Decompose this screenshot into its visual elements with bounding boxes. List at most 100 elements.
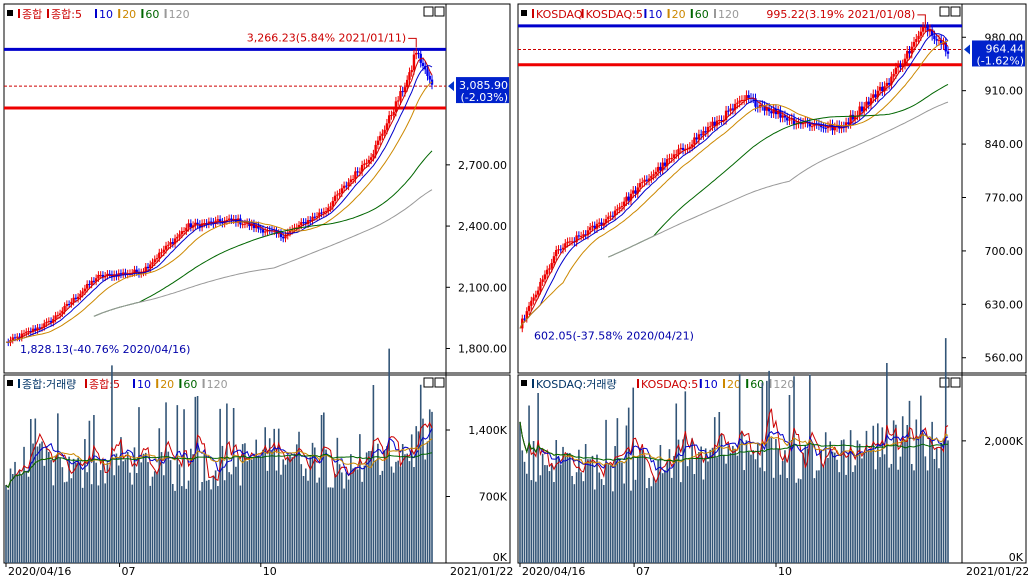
candle-body — [333, 195, 337, 202]
candle-body — [92, 280, 96, 282]
candle-body — [844, 122, 848, 128]
candle-body — [539, 281, 542, 291]
candle-body — [552, 256, 556, 263]
candle-body — [187, 223, 190, 228]
volume-legend-item: 60 — [750, 378, 764, 391]
volume-legend-swatch — [637, 379, 639, 388]
candle-body — [715, 120, 719, 126]
price-close-button[interactable] — [950, 6, 961, 17]
candle-body — [577, 235, 581, 237]
price-maximize-button[interactable] — [423, 6, 434, 17]
candle-body — [559, 249, 562, 251]
volume-legend-item: 종합:5 — [89, 378, 120, 391]
y-tick-label: 630.00 — [985, 298, 1024, 311]
x-tick-label: 07 — [636, 565, 650, 578]
candle-body — [874, 94, 877, 98]
candle-body — [677, 149, 680, 155]
candle-body — [282, 237, 285, 239]
volume-close-button[interactable] — [434, 377, 445, 388]
candle-body — [634, 190, 637, 194]
price-close-button[interactable] — [434, 6, 445, 17]
volume-ma-5-line — [5, 421, 433, 489]
candle-body — [604, 219, 608, 223]
candle-body — [367, 159, 371, 163]
candle-body — [860, 106, 864, 112]
volume-panel-frame — [3, 374, 511, 564]
ma-5-line — [519, 28, 949, 329]
low-label: 1,828.13(-40.76% 2020/04/16) — [20, 343, 190, 356]
candle-body — [225, 219, 229, 221]
candle-body — [385, 123, 389, 130]
candle-body — [921, 27, 925, 32]
current-price-pointer — [448, 81, 454, 92]
candle-body — [656, 166, 660, 172]
volume-legend-item: 종합:거래량 — [22, 378, 76, 391]
candle-body — [720, 119, 723, 121]
price-legend-item: 종합 — [22, 8, 42, 21]
candle-body — [740, 99, 744, 101]
price-maximize-button[interactable] — [939, 6, 950, 17]
candle-body — [792, 118, 796, 125]
candle-body — [119, 273, 123, 275]
candle-body — [618, 207, 621, 209]
candle-body — [636, 187, 639, 194]
candle-body — [295, 227, 298, 229]
candle-body — [160, 252, 163, 254]
candle-body — [54, 315, 57, 319]
candle-body — [899, 65, 902, 68]
candle-body — [83, 288, 87, 292]
candle-body — [108, 273, 111, 275]
price-legend-swatch — [690, 9, 693, 18]
volume-legend-item: KOSDAQ:5 — [641, 378, 698, 391]
volume-close-button[interactable] — [950, 377, 961, 388]
candle-body — [589, 227, 592, 231]
candle-body — [781, 115, 784, 118]
candle-body — [76, 296, 80, 299]
candle-body — [851, 114, 855, 120]
candle-body — [415, 52, 418, 55]
candle-body — [408, 72, 411, 80]
candle-body — [40, 327, 44, 329]
volume-maximize-button[interactable] — [423, 377, 434, 388]
candles — [521, 21, 950, 333]
candle-body — [363, 163, 366, 165]
candle-body — [718, 119, 721, 121]
candle-body — [259, 228, 262, 230]
candle-body — [908, 50, 911, 54]
candle-body — [309, 220, 312, 222]
candle-body — [340, 188, 344, 193]
candle-body — [885, 82, 889, 87]
volume-legend-swatch — [723, 379, 725, 388]
candle-body — [847, 122, 850, 125]
volume-legend-swatch — [156, 379, 159, 388]
x-tick-label: 10 — [263, 565, 277, 578]
vol-tick-label: 2,000K — [984, 435, 1023, 448]
volume-legend-swatch — [746, 379, 749, 388]
candles — [7, 48, 434, 347]
current-change-text: (-2.03%) — [461, 91, 509, 104]
candle-body — [810, 126, 814, 128]
candle-body — [654, 171, 658, 175]
price-legend-item: 종합:5 — [51, 8, 82, 21]
volume-maximize-button[interactable] — [939, 377, 950, 388]
candle-body — [144, 266, 147, 272]
candle-body — [322, 211, 326, 214]
candle-body — [935, 39, 938, 41]
candle-body — [582, 234, 585, 236]
candle-body — [530, 300, 533, 306]
candle-body — [688, 146, 692, 149]
candle-body — [609, 215, 612, 217]
candle-body — [158, 252, 161, 259]
volume-bars — [5, 348, 433, 563]
candle-body — [906, 50, 909, 59]
volume-legend-swatch — [18, 379, 20, 388]
candle-body — [58, 313, 62, 316]
candle-body — [622, 201, 626, 207]
candle-body — [29, 331, 32, 333]
candle-body — [351, 178, 355, 180]
candle-body — [286, 232, 289, 236]
candle-body — [164, 245, 168, 250]
candle-body — [765, 107, 769, 111]
